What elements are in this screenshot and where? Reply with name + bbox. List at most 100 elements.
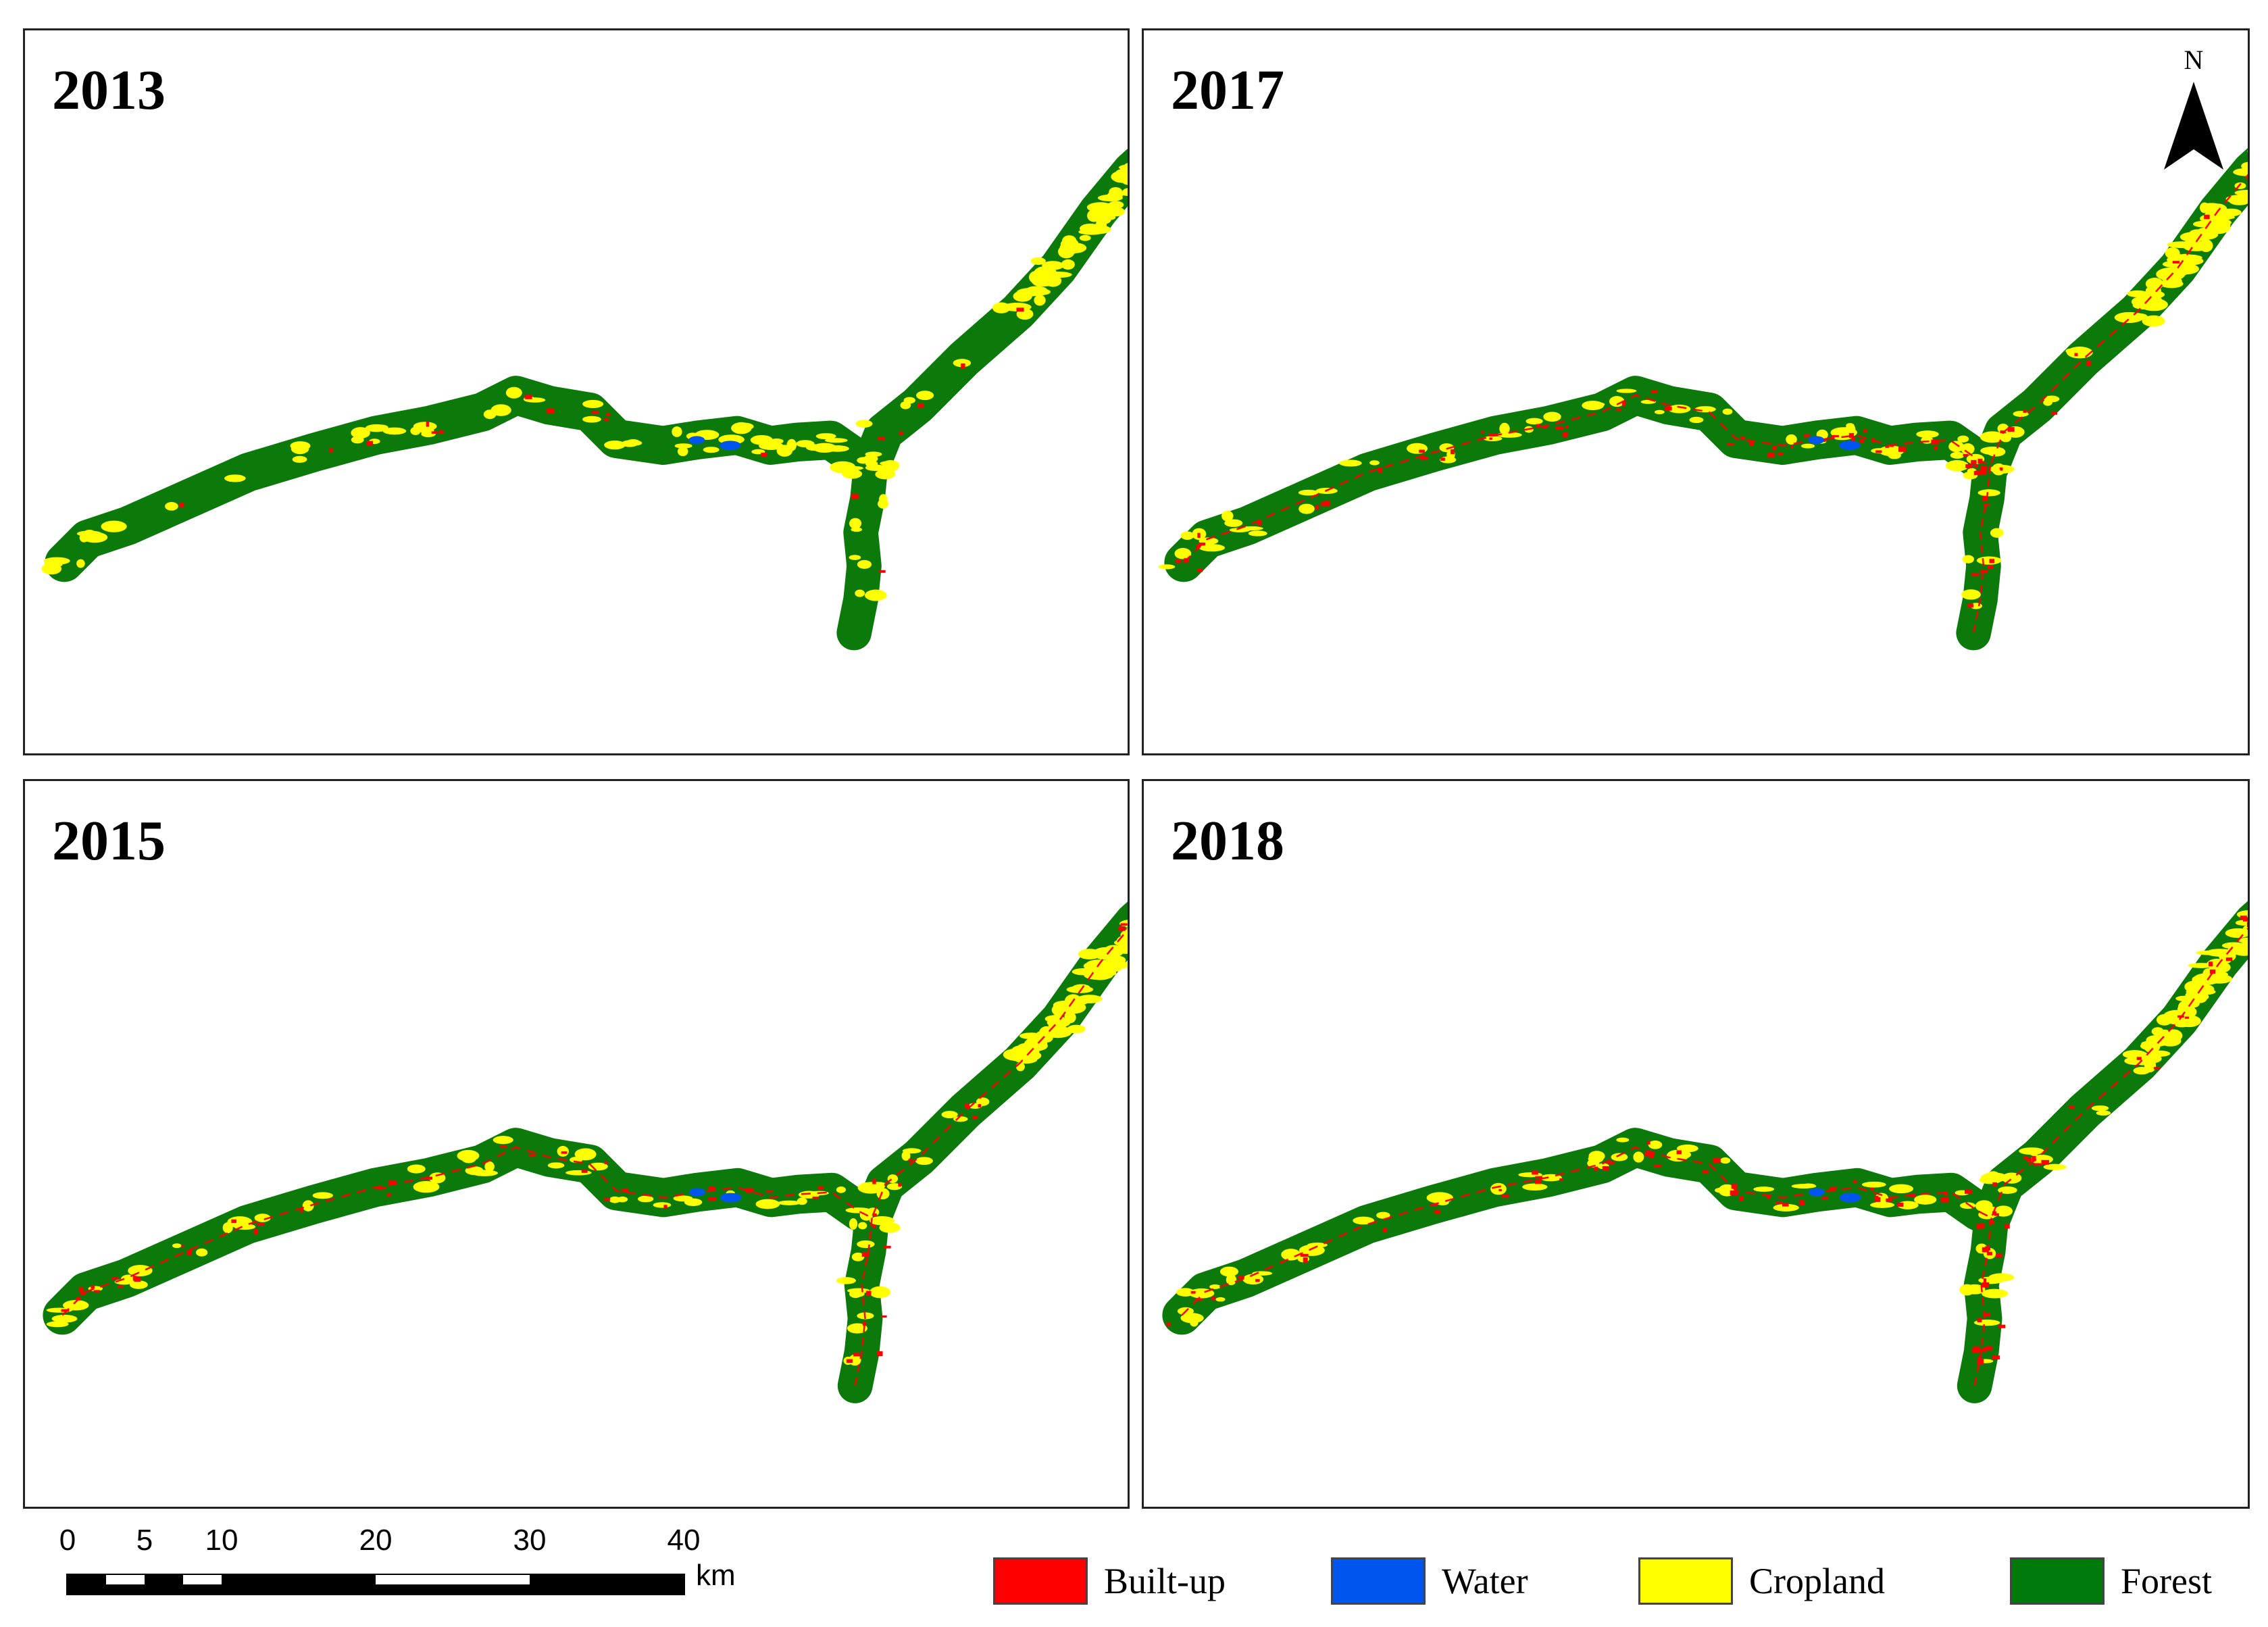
built-up-patch [2136, 1057, 2142, 1060]
cropland-patch [1307, 1243, 1328, 1248]
built-up-patch [1535, 1179, 1542, 1184]
cropland-patch [2209, 218, 2231, 232]
legend-swatch [1638, 1557, 1733, 1605]
built-up-patch [1646, 1141, 1650, 1145]
built-up-patch [1726, 443, 1734, 446]
cropland-patch [302, 1200, 314, 1211]
cropland-patch [2121, 313, 2148, 320]
cropland-patch [1339, 459, 1362, 467]
built-up-patch [1886, 1198, 1893, 1202]
built-up-patch [1451, 449, 1455, 455]
cropland-patch [165, 502, 178, 511]
built-up-patch [329, 448, 333, 453]
legend-label: Cropland [1749, 1561, 1885, 1601]
cropland-patch [1946, 460, 1969, 472]
built-up-patch [1851, 436, 1855, 442]
built-up-patch [1967, 603, 1974, 608]
built-up-patch [1989, 559, 1995, 564]
built-up-patch [1863, 429, 1867, 433]
legend-item-built-up: Built-up [993, 1551, 1226, 1611]
cropland-patch [1209, 1284, 1221, 1289]
built-up-patch [1890, 444, 1894, 447]
built-up-patch [1440, 457, 1446, 461]
cropland-patch [1654, 409, 1665, 415]
cropland-patch [1084, 971, 1113, 980]
cropland-patch [1961, 589, 1981, 600]
cropland-patch [1889, 1184, 1914, 1194]
cropland-patch [1072, 984, 1090, 991]
cropland-patch [1226, 1274, 1237, 1286]
cropland-patch [1982, 1288, 2009, 1299]
built-up-patch [366, 441, 374, 446]
built-up-patch [1772, 445, 1777, 451]
cropland-patch [227, 1216, 253, 1228]
built-up-patch [1870, 1187, 1874, 1191]
cropland-patch [1722, 408, 1733, 415]
built-up-patch [561, 1151, 568, 1154]
built-up-patch [179, 503, 184, 507]
map-panel-2015: 2015 [23, 779, 1130, 1509]
built-up-patch [1602, 1166, 1609, 1171]
built-up-patch [1980, 570, 1988, 574]
cropland-patch [1616, 389, 1637, 393]
built-up-patch [2153, 1067, 2161, 1070]
cropland-patch [2156, 1014, 2173, 1026]
cropland-patch [1963, 471, 1978, 480]
cropland-patch [1611, 1153, 1628, 1161]
cropland-patch [855, 589, 865, 597]
built-up-patch [1992, 1355, 2000, 1359]
built-up-patch [851, 493, 859, 499]
built-up-patch [606, 413, 611, 416]
built-up-patch [1300, 1253, 1309, 1257]
built-up-patch [878, 436, 886, 441]
built-up-patch [1987, 1247, 1991, 1251]
built-up-patch [1971, 459, 1977, 465]
cropland-patch [1988, 1273, 2015, 1282]
built-up-patch [908, 1159, 913, 1161]
cropland-patch [129, 1280, 148, 1289]
built-up-patch [863, 1322, 867, 1326]
built-up-patch [376, 1186, 383, 1190]
built-up-patch [965, 1103, 970, 1109]
cropland-patch [1124, 163, 1128, 170]
cropland-patch [2228, 195, 2248, 205]
cropland-patch [864, 589, 887, 601]
built-up-patch [1195, 1298, 1203, 1301]
built-up-patch [1799, 1200, 1805, 1206]
cropland-patch [855, 420, 873, 428]
built-up-patch [1983, 1347, 1987, 1353]
water-body [1809, 1188, 1825, 1197]
built-up-patch [1853, 1180, 1857, 1184]
built-up-patch [1996, 1253, 2002, 1258]
built-up-patch [111, 1277, 119, 1280]
cropland-patch [1980, 447, 2005, 455]
cropland-patch [1298, 489, 1319, 496]
built-up-patch [186, 1250, 192, 1255]
cropland-patch [1180, 1313, 1204, 1324]
built-up-patch [1501, 1195, 1509, 1198]
built-up-patch [1985, 1346, 1992, 1351]
cropland-patch [798, 1191, 820, 1199]
cropland-patch [902, 1148, 922, 1154]
cropland-patch [1980, 431, 2005, 443]
built-up-patch [2204, 214, 2210, 220]
cropland-patch [830, 461, 856, 474]
cropland-patch [976, 1097, 990, 1106]
built-up-patch [1430, 1203, 1438, 1206]
cropland-patch [1990, 528, 2004, 538]
cropland-patch [865, 464, 886, 472]
cropland-patch [1215, 1297, 1226, 1302]
built-up-patch [1532, 1170, 1538, 1175]
cropland-patch [2133, 1067, 2150, 1075]
built-up-patch [1931, 439, 1939, 445]
cropland-patch [1108, 201, 1124, 209]
cropland-patch [2180, 243, 2200, 249]
built-up-patch [1535, 1176, 1543, 1178]
cropland-patch [876, 1188, 890, 1200]
built-up-patch [500, 1145, 507, 1148]
built-up-patch [1594, 1166, 1598, 1171]
cropland-patch [493, 1136, 513, 1145]
cropland-patch [849, 518, 862, 529]
built-up-patch [604, 1161, 608, 1165]
map-panel-2017: 2017 N [1142, 28, 2250, 755]
